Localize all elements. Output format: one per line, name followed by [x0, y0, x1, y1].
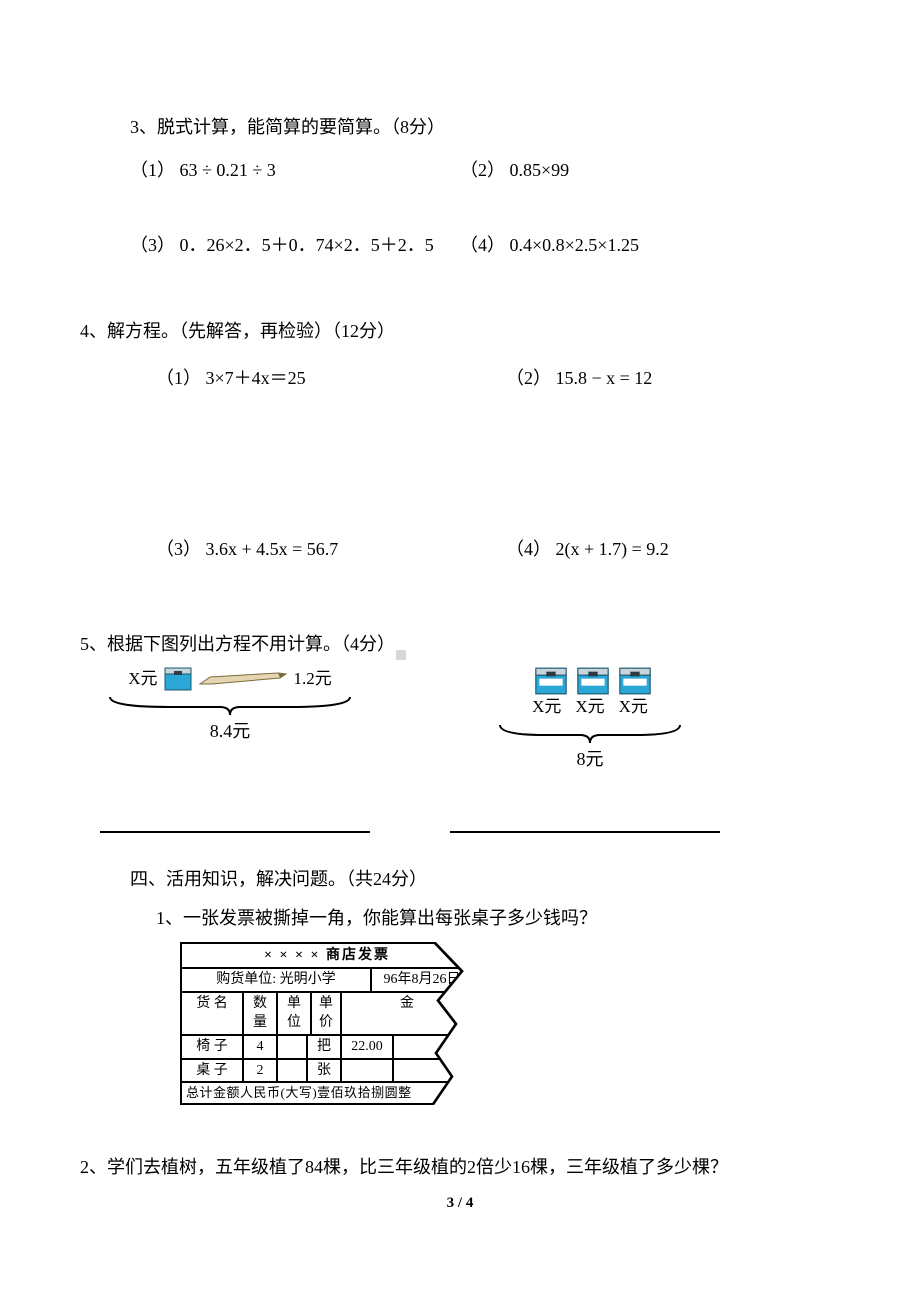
q4-item-4-expr: 2(x + 1.7) = 9.2	[556, 539, 669, 559]
receipt-col-unitprice: 单 价	[312, 993, 342, 1034]
q5-d2-label-1: X元	[532, 695, 561, 719]
receipt-buyer: 购货单位: 光明小学	[182, 969, 372, 991]
q5-d2-total: 8元	[480, 747, 700, 772]
q5-d1-left-label: X元	[128, 667, 157, 691]
q5-d1-total: 8.4元	[100, 719, 360, 744]
q4-item-1: （1） 3×7＋4x＝25	[156, 366, 506, 391]
receipt-table: × × × × 商店发票 购货单位: 光明小学 96年8月26日 货 名 数 量…	[180, 942, 474, 1106]
receipt-r2-unit: 张	[308, 1060, 342, 1082]
q4-item-2-label: （2）	[506, 368, 551, 388]
box-icon	[618, 667, 646, 691]
receipt-r1-unit: 把	[308, 1036, 342, 1058]
receipt-date: 96年8月26日	[372, 969, 472, 991]
q3-item-4-label: （4）	[460, 235, 505, 255]
q4-item-3: （3） 3.6x + 4.5x = 56.7	[156, 537, 506, 562]
q4-item-4-label: （4）	[506, 539, 551, 559]
receipt-r2-price	[342, 1060, 394, 1082]
q4-item-4: （4） 2(x + 1.7) = 9.2	[506, 537, 786, 562]
receipt-row-2: 桌 子 2 张	[182, 1060, 472, 1084]
receipt-columns: 货 名 数 量 单 位 单 价 金	[182, 993, 472, 1036]
section4-q1-title: 1、一张发票被撕掉一角，你能算出每张桌子多少钱吗？	[156, 906, 850, 931]
q4-item-1-expr: 3×7＋4x＝25	[206, 368, 306, 388]
page-number: 3 / 4	[0, 1193, 920, 1214]
q5-diagram-2: X元 X元 X元 8元	[480, 667, 700, 772]
q3-item-1: （1） 63 ÷ 0.21 ÷ 3	[130, 158, 460, 183]
q5-title: 5、根据下图列出方程不用计算。（4分）	[80, 632, 850, 657]
receipt-col-amount: 金	[342, 993, 472, 1034]
q3-item-3-label: （3）	[130, 235, 175, 255]
q5-d2-label-3: X元	[619, 695, 648, 719]
receipt-col-unit: 单 位	[278, 993, 312, 1034]
receipt-r1-name: 椅 子	[182, 1036, 244, 1058]
q3-item-1-expr: 63 ÷ 0.21 ÷ 3	[180, 160, 276, 180]
section4-q2-title: 2、学们去植树，五年级植了84棵，比三年级植的2倍少16棵，三年级植了多少棵？	[80, 1155, 850, 1180]
q4-title: 4、解方程。（先解答，再检验）（12分）	[80, 319, 850, 344]
q3-title: 3、脱式计算，能简算的要简算。（8分）	[130, 115, 850, 140]
receipt-r2-qty: 2	[244, 1060, 278, 1082]
box-icon	[164, 667, 192, 691]
q4-item-1-label: （1）	[156, 368, 201, 388]
q4-item-3-label: （3）	[156, 539, 201, 559]
brace-icon	[100, 693, 360, 717]
pencil-icon	[198, 670, 288, 688]
q5-diagrams: X元 1.2元	[100, 667, 850, 772]
q3-item-2-label: （2）	[460, 160, 505, 180]
q3-item-4: （4） 0.4×0.8×2.5×1.25	[460, 233, 790, 258]
q4-item-2: （2） 15.8 − x = 12	[506, 366, 786, 391]
q5-d2-label-2: X元	[575, 695, 604, 719]
section-4-title: 四、活用知识，解决问题。（共24分）	[130, 867, 850, 892]
answer-blank-2	[450, 830, 720, 833]
receipt-r2-name: 桌 子	[182, 1060, 244, 1082]
q3-item-1-label: （1）	[130, 160, 175, 180]
q3-item-2-expr: 0.85×99	[510, 160, 570, 180]
answer-blank-row	[100, 830, 850, 833]
brace-icon	[480, 721, 700, 745]
q5-diagram-1: X元 1.2元	[100, 667, 360, 772]
q3-item-3-expr: 0．26×2．5＋0．74×2．5＋2．5	[180, 235, 434, 255]
receipt-col-qty: 数 量	[244, 993, 278, 1034]
watermark-dot	[396, 650, 406, 660]
q3-item-4-expr: 0.4×0.8×2.5×1.25	[510, 235, 639, 255]
answer-blank-1	[100, 830, 370, 833]
q3-item-2: （2） 0.85×99	[460, 158, 790, 183]
receipt-r1-qty: 4	[244, 1036, 278, 1058]
q4-item-3-expr: 3.6x + 4.5x = 56.7	[206, 539, 339, 559]
box-icon	[534, 667, 562, 691]
q4-item-2-expr: 15.8 − x = 12	[556, 368, 653, 388]
receipt-r1-price: 22.00	[342, 1036, 394, 1058]
receipt-col-name: 货 名	[182, 993, 244, 1034]
receipt-header: × × × × 商店发票	[182, 944, 472, 970]
q3-item-3: （3） 0．26×2．5＋0．74×2．5＋2．5	[130, 233, 460, 258]
q5-d1-pencil-price: 1.2元	[294, 667, 332, 691]
box-icon	[576, 667, 604, 691]
receipt-total: 总计金额人民币(大写)壹佰玖拾捌圆整	[182, 1083, 472, 1103]
receipt-row-1: 椅 子 4 把 22.00	[182, 1036, 472, 1060]
